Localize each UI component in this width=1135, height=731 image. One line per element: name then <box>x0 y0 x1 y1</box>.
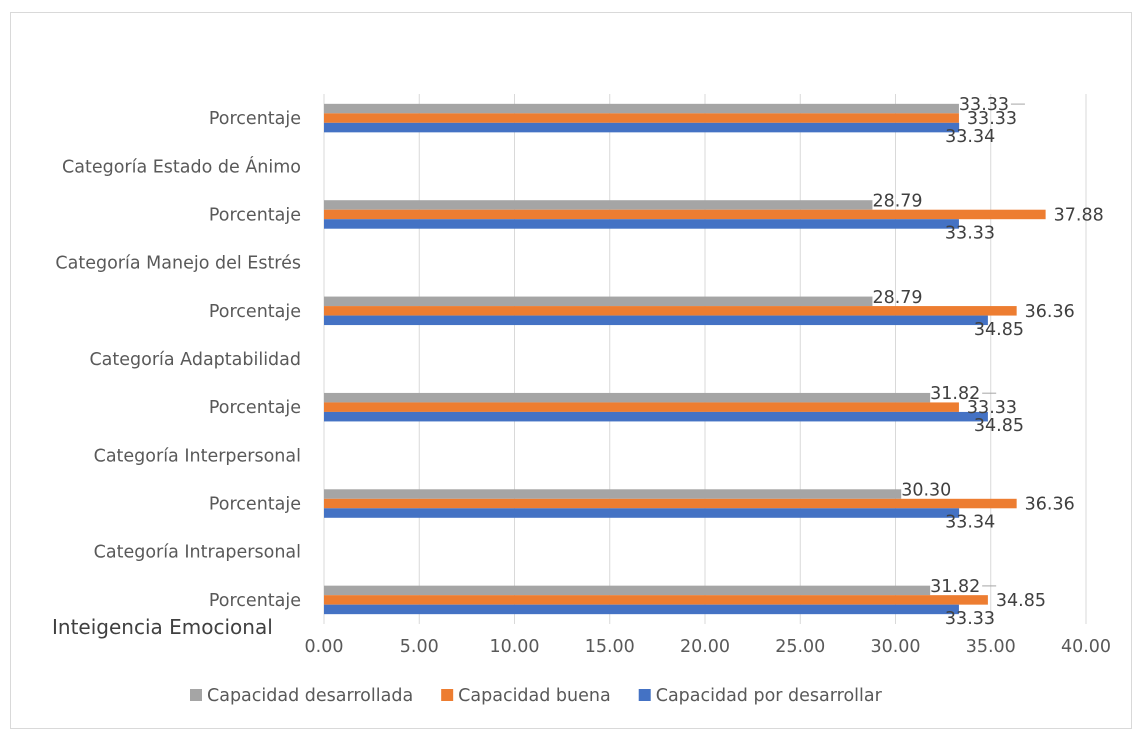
bar-capacidad-desarrollada <box>324 489 902 499</box>
data-label: 33.33 <box>967 398 1017 418</box>
legend-label: Capacidad desarrollada <box>207 686 413 706</box>
bar-capacidad-desarrollada <box>324 392 931 403</box>
bar-capacidad-por-desarrollar <box>324 315 988 326</box>
data-label: 36.36 <box>1025 495 1075 515</box>
data-label: 33.34 <box>945 513 995 533</box>
category-label: Porcentaje <box>209 495 301 515</box>
data-label: 37.88 <box>1054 205 1104 225</box>
bar-capacidad-desarrollada <box>324 200 873 210</box>
category-label: Categoría Adaptabilidad <box>89 350 301 370</box>
data-label: 34.85 <box>974 320 1024 340</box>
data-label: 31.82 <box>930 577 980 597</box>
category-label: Categoría Estado de Ánimo <box>62 155 301 177</box>
legend-label: Capacidad por desarrollar <box>656 686 883 706</box>
x-tick-label: 40.00 <box>1061 637 1111 657</box>
data-label: 34.85 <box>974 416 1024 436</box>
bar-capacidad-buena <box>324 113 959 123</box>
bar-capacidad-buena <box>324 402 959 412</box>
x-tick-label: 25.00 <box>775 637 825 657</box>
legend-swatch <box>441 689 454 701</box>
category-label: Categoría Intrapersonal <box>94 543 301 563</box>
bar-capacidad-por-desarrollar <box>324 508 960 518</box>
category-label: Porcentaje <box>209 591 301 611</box>
data-label: 33.33 <box>959 95 1009 115</box>
bar-capacidad-buena <box>324 498 1017 509</box>
legend-swatch <box>638 689 651 701</box>
bar-capacidad-buena <box>324 595 988 605</box>
category-label: Porcentaje <box>209 109 301 129</box>
data-label: 33.33 <box>945 223 995 243</box>
data-label: 31.82 <box>930 384 980 404</box>
bar-capacidad-por-desarrollar <box>324 122 960 133</box>
category-label: Categoría Manejo del Estrés <box>55 254 301 274</box>
x-tick-label: 20.00 <box>680 637 730 657</box>
bar-capacidad-desarrollada <box>324 296 873 307</box>
bar-capacidad-por-desarrollar <box>324 411 988 422</box>
x-tick-label: 5.00 <box>400 637 439 657</box>
x-tick-label: 30.00 <box>870 637 920 657</box>
x-tick-label: 0.00 <box>305 637 344 657</box>
data-label: 28.79 <box>872 288 922 308</box>
chart-frame <box>10 12 1132 729</box>
x-tick-label: 15.00 <box>585 637 635 657</box>
data-label: 33.33 <box>945 609 995 629</box>
bar-capacidad-buena <box>324 306 1017 316</box>
x-tick-label: 10.00 <box>489 637 539 657</box>
data-label: 33.33 <box>967 109 1017 129</box>
category-label: Porcentaje <box>209 398 301 418</box>
bar-capacidad-buena <box>324 209 1046 220</box>
bar-capacidad-desarrollada <box>324 585 931 596</box>
category-label: Porcentaje <box>209 205 301 225</box>
legend-swatch <box>190 689 202 701</box>
y-axis-title: Inteigencia Emocional <box>52 615 273 639</box>
bar-capacidad-desarrollada <box>324 103 959 114</box>
legend-label: Capacidad buena <box>458 686 611 706</box>
data-label: 34.85 <box>996 591 1046 611</box>
data-label: 33.34 <box>945 127 995 147</box>
category-label: Porcentaje <box>209 302 301 322</box>
data-label: 28.79 <box>872 191 922 211</box>
data-label: 36.36 <box>1025 302 1075 322</box>
bar-capacidad-por-desarrollar <box>324 604 959 615</box>
data-label: 30.30 <box>901 481 951 501</box>
category-label: Categoría Interpersonal <box>94 446 301 466</box>
x-tick-label: 35.00 <box>966 637 1016 657</box>
bar-capacidad-por-desarrollar <box>324 219 959 229</box>
